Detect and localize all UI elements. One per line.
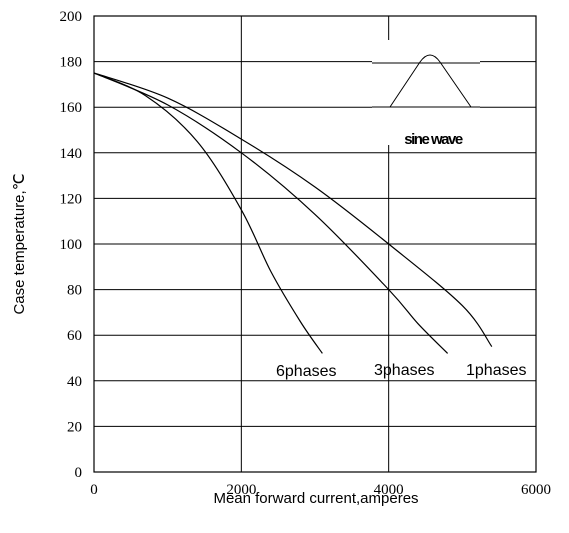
y-tick-label: 60	[67, 328, 82, 344]
y-axis-title: Case temperature,℃	[11, 173, 28, 314]
x-ticks: 0 2000 4000 6000	[90, 482, 551, 498]
series-line-3phases	[93, 72, 449, 354]
x-tick-label: 4000	[374, 482, 404, 498]
y-tick-label: 120	[60, 191, 83, 207]
x-axis-title: Mean forward current,amperes	[213, 490, 418, 507]
sine-wave-shape	[389, 54, 472, 108]
curve-labels: 6phases 3phases 1phases	[276, 362, 527, 380]
curve-label-3phases: 3phases	[374, 362, 435, 379]
x-tick-label: 6000	[521, 482, 551, 498]
y-tick-label: 160	[60, 100, 83, 116]
x-tick-label: 2000	[226, 482, 256, 498]
curve-label-1phases: 1phases	[466, 362, 527, 379]
inset-background	[372, 40, 480, 145]
curve-label-6phases: 6phases	[276, 363, 337, 380]
series-line-6phases	[93, 72, 323, 354]
series-line-1phases	[93, 72, 493, 347]
y-tick-label: 20	[67, 419, 82, 435]
y-tick-label: 200	[60, 9, 83, 25]
x-tick-label: 0	[90, 482, 98, 498]
y-tick-label: 80	[67, 283, 82, 299]
inset-label: sine wave	[404, 131, 463, 148]
y-tick-label: 180	[60, 55, 83, 71]
y-ticks: 0 20 40 60 80 100 120 140 160 180 200	[60, 9, 83, 481]
y-tick-label: 100	[60, 237, 83, 253]
series	[93, 72, 493, 354]
y-tick-label: 0	[75, 465, 83, 481]
sine-wave-inset: sine wave	[372, 40, 480, 148]
y-tick-label: 140	[60, 146, 83, 162]
y-tick-label: 40	[67, 374, 82, 390]
plot-frame	[93, 15, 537, 473]
